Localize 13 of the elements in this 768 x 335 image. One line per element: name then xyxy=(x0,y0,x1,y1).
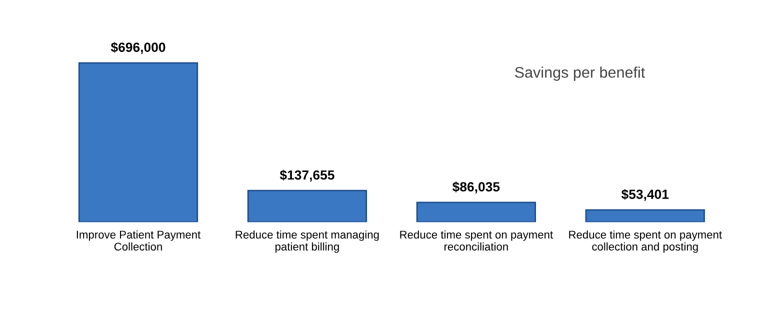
x-tick-label: Reduce time spent managing patient billing xyxy=(236,230,379,253)
data-label: $137,655 xyxy=(280,170,334,182)
chart-title: Savings per benefit xyxy=(515,66,646,81)
x-tick-label: Reduce time spent on payment reconciliation xyxy=(400,230,553,251)
bar xyxy=(78,62,198,222)
bar xyxy=(247,190,368,222)
data-label: $86,035 xyxy=(452,182,500,194)
bar xyxy=(416,202,536,222)
x-tick-label: Improve Patient Payment Collection xyxy=(76,230,201,251)
bar xyxy=(585,209,705,222)
data-label: $696,000 xyxy=(110,42,166,54)
x-tick-label: Reduce time spent on payment collection and posting xyxy=(569,230,722,253)
data-label: $53,401 xyxy=(621,189,669,201)
